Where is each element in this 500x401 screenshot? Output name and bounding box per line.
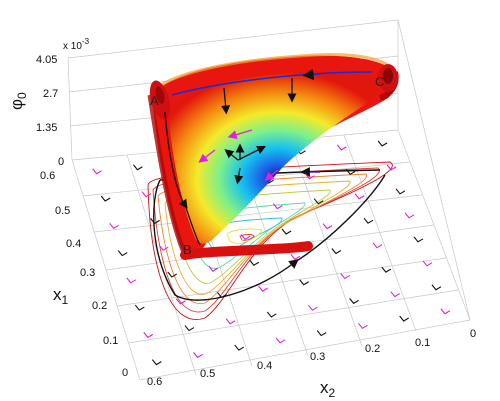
vector-glyph <box>258 285 268 292</box>
vector-glyph <box>134 304 145 311</box>
vector-glyph <box>92 168 102 175</box>
vector-glyph <box>381 266 392 273</box>
vector-glyph <box>322 223 333 230</box>
z-tick-label: 1.35 <box>36 122 57 134</box>
vector-glyph <box>217 292 227 299</box>
vector-glyph <box>395 188 406 195</box>
vector-glyph <box>331 248 342 255</box>
vector-glyph <box>399 315 409 322</box>
vector-glyph <box>345 168 356 176</box>
x2-tick-label: 0.5 <box>200 368 215 380</box>
x2-ticks: 0.6 0.5 0.4 0.3 0.2 0.1 0 <box>147 328 476 388</box>
vector-glyph <box>404 212 415 219</box>
x1-axis-label: x1 <box>53 285 69 307</box>
z-tick-label: 0 <box>58 156 64 168</box>
vector-glyph <box>240 234 251 241</box>
vector-glyph <box>336 144 347 151</box>
vector-glyph <box>358 322 368 330</box>
vector-glyph <box>225 318 236 325</box>
z-axis-label: φ0 <box>7 92 29 110</box>
vector-glyph <box>275 337 286 344</box>
vector-glyph <box>184 325 195 332</box>
vector-glyph <box>354 193 365 200</box>
x2-tick-label: 0.2 <box>365 343 380 355</box>
vector-glyph <box>390 291 401 298</box>
vector-glyph <box>167 271 178 278</box>
vector-glyph <box>340 273 351 280</box>
z-scale-note: x 10-3 <box>63 37 90 52</box>
vector-glyph <box>272 203 283 210</box>
x1-ticks: 0.6 0.5 0.4 0.3 0.2 0.1 0 <box>40 170 128 379</box>
vector-glyph <box>422 260 433 267</box>
vector-glyph <box>372 242 383 249</box>
x1-tick-label: 0.4 <box>66 238 81 250</box>
x2-tick-label: 0.6 <box>147 376 162 388</box>
point-label-a: A <box>150 93 159 108</box>
vector-glyph <box>100 195 111 202</box>
vector-glyph <box>266 311 277 318</box>
top-trajectory <box>171 71 373 96</box>
vector-glyph <box>316 330 327 337</box>
point-label-b: B <box>183 242 192 257</box>
vector-glyph <box>208 265 219 272</box>
vector-glyph <box>117 250 128 257</box>
vector-glyph <box>349 298 359 305</box>
x2-tick-label: 0.3 <box>310 351 325 363</box>
vector-glyph <box>377 140 388 147</box>
x1-tick-label: 0.2 <box>92 300 107 312</box>
x1-tick-label: 0.1 <box>103 335 118 347</box>
x1-tick-label: 0 <box>122 367 128 379</box>
vector-glyph <box>132 164 143 171</box>
vector-glyph <box>143 332 154 339</box>
x1-tick-label: 0.5 <box>55 205 70 217</box>
vector-glyph <box>158 244 169 251</box>
vector-glyph <box>363 217 374 224</box>
x2-axis-label: x2 <box>320 378 336 400</box>
surface-trajectory <box>164 78 297 246</box>
vector-glyph <box>313 198 324 205</box>
z-tick-label: 4.05 <box>36 54 57 66</box>
z-ticks: 4.05 2.7 1.35 0 <box>36 54 64 168</box>
vector-glyph <box>234 344 245 351</box>
vector-glyph <box>193 352 203 359</box>
top-trajectory-arrow <box>302 68 321 81</box>
surface-magenta-arrows <box>198 129 279 181</box>
vector-glyph <box>413 236 424 243</box>
vector-glyph <box>299 279 309 286</box>
z-tick-label: 2.7 <box>43 88 58 100</box>
vector-glyph <box>150 218 160 225</box>
x1-tick-label: 0.6 <box>40 170 55 182</box>
vector-glyph <box>440 308 451 315</box>
x2-tick-label: 0.4 <box>257 360 272 372</box>
x1-tick-label: 0.3 <box>80 267 95 279</box>
x2-tick-label: 0.1 <box>415 337 430 349</box>
vector-field <box>92 140 451 366</box>
vector-glyph <box>308 304 318 311</box>
vector-glyph <box>141 191 152 198</box>
vector-glyph <box>281 228 292 235</box>
vector-glyph <box>290 254 301 261</box>
point-label-c: C <box>375 74 384 89</box>
vector-glyph <box>151 359 162 366</box>
vector-glyph <box>304 173 315 180</box>
vector-glyph <box>175 298 186 305</box>
vector-glyph <box>431 284 442 291</box>
vector-glyph <box>249 259 260 266</box>
x2-tick-label: 0 <box>470 328 476 340</box>
vector-glyph <box>109 222 119 230</box>
vector-glyph <box>126 277 137 284</box>
vector-glyph <box>386 164 397 171</box>
